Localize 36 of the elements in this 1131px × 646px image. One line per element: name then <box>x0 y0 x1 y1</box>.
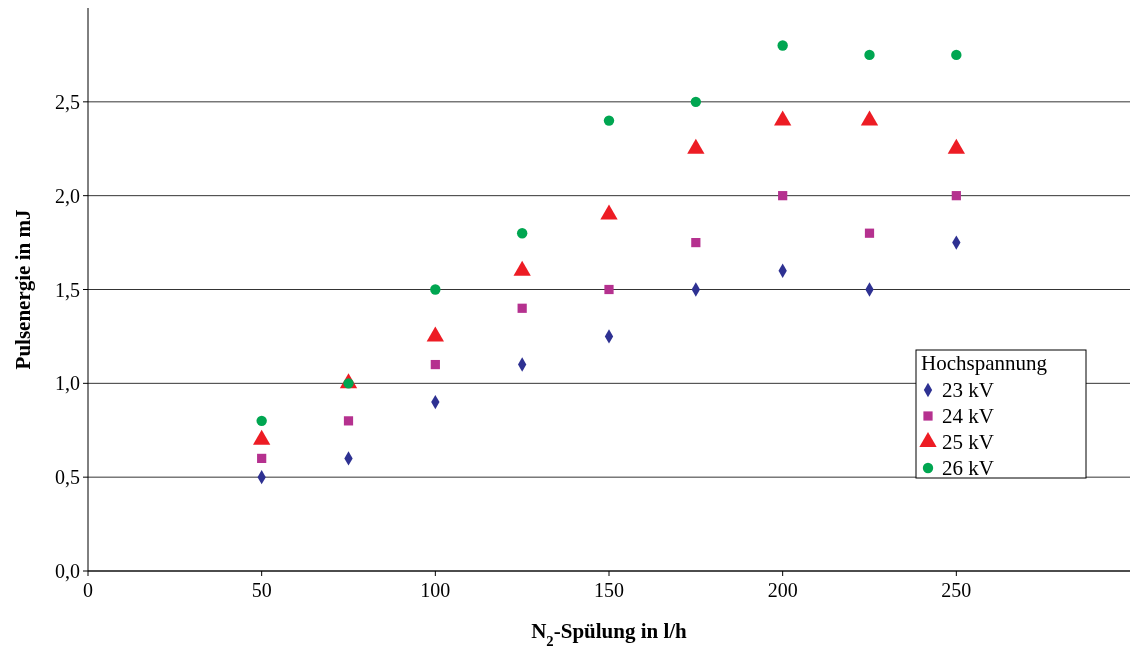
x-tick-label: 250 <box>941 579 972 601</box>
point <box>516 228 528 239</box>
point <box>343 416 354 426</box>
point <box>951 49 962 61</box>
y-tick-label: 2,5 <box>55 90 80 113</box>
x-tick-label: 100 <box>420 579 451 601</box>
y-tick-label: 0,0 <box>55 560 80 582</box>
point <box>257 453 267 464</box>
y-tick-label: 1,5 <box>55 278 80 301</box>
legend-label: 25 kV <box>942 430 994 455</box>
y-tick-label: 0,5 <box>55 466 80 489</box>
x-tick-label: 50 <box>251 579 272 601</box>
legend-label: 23 kV <box>942 378 994 403</box>
x-axis-title: N$_{2}$-Spülung in l/h <box>531 619 688 646</box>
point <box>256 415 267 427</box>
point <box>430 359 440 370</box>
legend-label: 26 kV <box>942 456 994 481</box>
x-tick-label: 150 <box>594 579 624 601</box>
legend-title: Hochspannung <box>921 351 1048 375</box>
point <box>864 49 875 61</box>
point <box>691 237 701 248</box>
point <box>864 228 875 238</box>
point <box>951 191 961 201</box>
x-tick-label: 0 <box>83 579 93 601</box>
point <box>778 191 788 201</box>
x-tick-label: 200 <box>767 579 798 601</box>
point <box>604 284 614 295</box>
point <box>430 284 441 295</box>
legend-label: 24 kV <box>942 404 994 429</box>
point <box>517 303 527 313</box>
y-tick-label: 2,0 <box>55 184 80 207</box>
point <box>690 96 702 108</box>
point <box>777 40 788 51</box>
y-tick-label: 1,0 <box>55 372 80 395</box>
y-axis-title: Pulsenergie in mJ <box>11 209 35 370</box>
point <box>603 115 615 126</box>
